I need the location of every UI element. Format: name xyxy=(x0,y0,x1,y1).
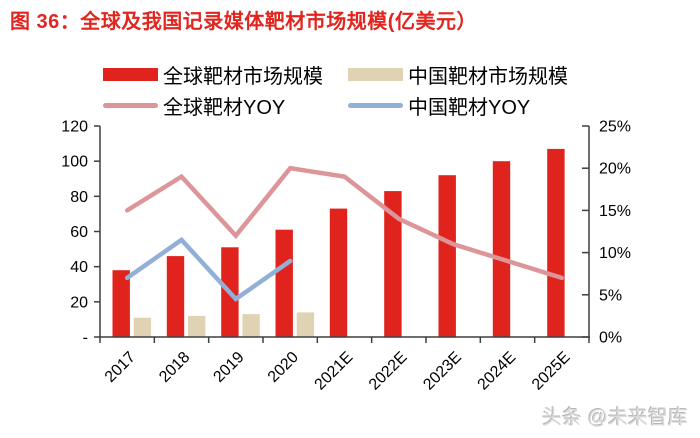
line-global-yoy xyxy=(124,165,565,281)
y-axis-left-labels: - 20 40 60 80 100 120 xyxy=(61,119,88,347)
svg-text:15%: 15% xyxy=(599,203,631,220)
svg-text:2020: 2020 xyxy=(265,349,302,386)
figure-title: 图 36：全球及我国记录媒体靶材市场规模(亿美元） xyxy=(10,11,477,33)
svg-text:40: 40 xyxy=(70,259,88,276)
svg-text:-: - xyxy=(83,330,88,347)
svg-text:20%: 20% xyxy=(599,161,631,178)
svg-text:80: 80 xyxy=(70,189,88,206)
x-axis-labels: 2017 2018 2019 2020 2021E 2022E 2023E 2024E 2025… xyxy=(102,349,574,394)
legend-label-global-yoy: 全球靶材YOY xyxy=(163,96,286,119)
svg-text:20: 20 xyxy=(70,294,88,311)
svg-text:10%: 10% xyxy=(599,245,631,262)
legend-item-china-market-size: 中国靶材市场规模 xyxy=(348,62,568,88)
svg-text:2025E: 2025E xyxy=(529,349,574,394)
legend-item-global-market-size: 全球靶材市场规模 xyxy=(103,62,348,88)
svg-text:2017: 2017 xyxy=(102,349,139,386)
svg-text:2022E: 2022E xyxy=(366,349,411,394)
svg-text:5%: 5% xyxy=(599,287,622,304)
y-axis-right-labels: 0% 5% 10% 15% 20% 25% xyxy=(599,119,631,347)
bars-china xyxy=(133,312,315,337)
svg-text:120: 120 xyxy=(61,119,88,136)
chart-legend: 全球靶材市场规模 中国靶材市场规模 全球靶材YOY 中国靶材YOY xyxy=(103,62,568,119)
bars-global xyxy=(112,148,565,337)
line-china-yoy xyxy=(124,236,293,302)
svg-text:100: 100 xyxy=(61,154,88,171)
legend-label-china-market-size: 中国靶材市场规模 xyxy=(408,65,568,88)
svg-text:2019: 2019 xyxy=(210,349,247,386)
svg-text:0%: 0% xyxy=(599,330,622,347)
svg-text:2021E: 2021E xyxy=(312,349,357,394)
legend-swatch-global-line-icon xyxy=(103,102,158,108)
svg-text:2018: 2018 xyxy=(156,349,193,386)
legend-item-global-yoy: 全球靶材YOY xyxy=(103,93,348,119)
svg-text:2024E: 2024E xyxy=(475,349,520,394)
legend-label-global-market-size: 全球靶材市场规模 xyxy=(163,65,323,88)
watermark: 头条 @未来智库 xyxy=(542,407,688,429)
svg-text:2023E: 2023E xyxy=(420,349,465,394)
svg-text:60: 60 xyxy=(70,224,88,241)
legend-swatch-global-bar-icon xyxy=(103,67,158,81)
legend-swatch-china-line-icon xyxy=(348,102,403,108)
legend-label-china-yoy: 中国靶材YOY xyxy=(408,96,531,119)
legend-item-china-yoy: 中国靶材YOY xyxy=(348,93,568,119)
legend-swatch-china-bar-icon xyxy=(348,67,403,81)
axes xyxy=(94,125,590,343)
svg-text:25%: 25% xyxy=(599,119,631,136)
